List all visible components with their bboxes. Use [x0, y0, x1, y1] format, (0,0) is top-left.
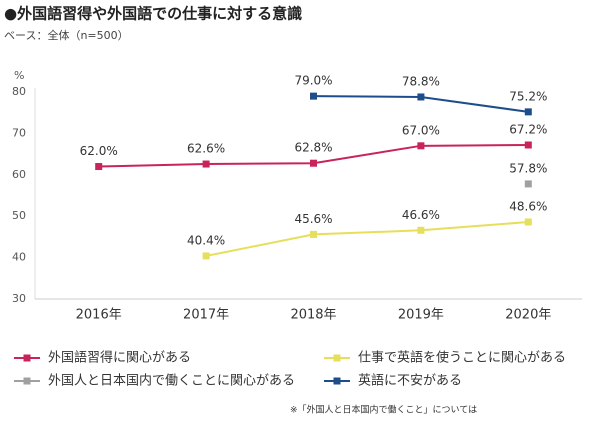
data-label: 75.2% — [509, 89, 547, 103]
point — [202, 160, 210, 168]
data-label: 48.6% — [509, 199, 547, 213]
y-tick-label: 70 — [12, 126, 26, 139]
legend-marker — [23, 377, 31, 385]
data-label: 67.0% — [402, 123, 440, 137]
point — [310, 159, 317, 167]
data-label: 62.6% — [187, 142, 225, 156]
y-unit: % — [14, 69, 24, 82]
y-tick-label: 80 — [12, 85, 26, 98]
y-tick-label: 50 — [12, 209, 26, 222]
x-tick-label: 2019年 — [398, 308, 444, 323]
chart-title: ●外国語習得や外国語での仕事に対する意識 — [4, 5, 302, 23]
data-label: 46.6% — [402, 208, 440, 222]
point — [524, 218, 532, 226]
point — [524, 108, 532, 116]
data-label: 62.0% — [80, 144, 118, 158]
legend-label: 外国語習得に関心がある — [48, 350, 191, 366]
point — [310, 230, 317, 238]
point — [417, 93, 425, 101]
point — [95, 163, 103, 171]
data-label: 45.6% — [294, 212, 332, 226]
y-tick-label: 40 — [12, 251, 26, 264]
point — [524, 180, 532, 188]
legend-label: 仕事で英語を使うことに関心がある — [358, 350, 566, 366]
data-label: 62.8% — [294, 141, 332, 155]
point — [417, 226, 425, 234]
x-tick-label: 2017年 — [183, 308, 229, 323]
legend-marker — [23, 354, 31, 362]
x-tick-label: 2018年 — [290, 308, 336, 323]
point — [202, 252, 210, 260]
data-label: 78.8% — [402, 74, 440, 88]
legend-label: 英語に不安がある — [358, 373, 462, 389]
data-label: 40.4% — [187, 233, 225, 247]
x-tick-label: 2016年 — [76, 308, 122, 323]
legend-marker — [333, 354, 341, 362]
x-tick-label: 2020年 — [505, 308, 551, 323]
legend-label: 外国人と日本国内で働くことに関心がある — [48, 373, 295, 389]
data-label: 67.2% — [509, 122, 547, 136]
data-label: 57.8% — [509, 161, 547, 175]
legend-marker — [333, 377, 341, 385]
note: ※「外国人と日本国内で働くこと」については — [290, 404, 477, 416]
point — [524, 141, 532, 149]
chart-subtitle: ベース：全体（n=500） — [4, 28, 129, 42]
series-line — [205, 220, 529, 257]
point — [310, 92, 317, 100]
y-tick-label: 60 — [12, 168, 26, 181]
data-label: 79.0% — [294, 74, 332, 88]
y-tick-label: 30 — [12, 292, 26, 305]
point — [417, 142, 425, 150]
